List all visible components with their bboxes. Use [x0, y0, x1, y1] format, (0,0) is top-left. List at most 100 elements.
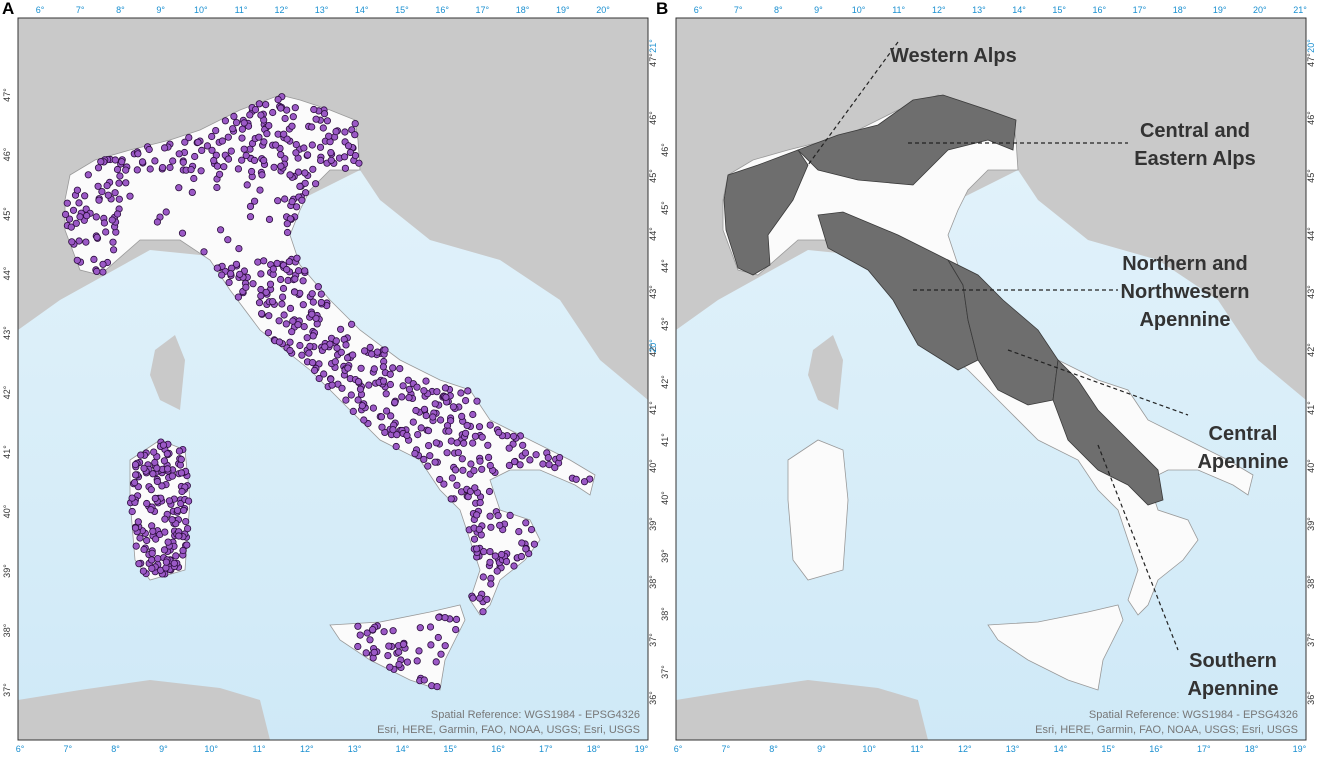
observation-point: [148, 564, 156, 573]
region-label: Central and Eastern Alps: [1134, 120, 1256, 170]
corner-label: 20°: [1306, 39, 1316, 53]
observation-point: [291, 275, 299, 283]
corsica: [808, 335, 843, 410]
observation-point: [190, 174, 198, 183]
observation-point: [65, 215, 74, 223]
observation-point: [414, 430, 422, 439]
observation-point: [338, 384, 346, 392]
observation-point: [393, 431, 401, 439]
observation-point: [382, 390, 390, 398]
lat-label-left: 42°: [2, 385, 12, 399]
lon-label-top: 16°: [435, 5, 449, 15]
observation-point: [332, 128, 340, 136]
lon-label-top: 9°: [814, 5, 823, 15]
observation-point: [341, 164, 349, 172]
observation-point: [341, 128, 349, 136]
lat-label-left: 39°: [660, 549, 670, 563]
observation-point: [475, 525, 483, 534]
lat-label-right: 37°: [1306, 633, 1316, 647]
observation-point: [67, 223, 75, 231]
lat-label-right: 47°: [648, 53, 658, 67]
observation-point: [420, 455, 428, 463]
observation-point: [285, 258, 293, 266]
observation-point: [309, 332, 317, 340]
lat-label-right: 39°: [1306, 517, 1316, 531]
observation-point: [263, 130, 271, 138]
observation-point: [293, 254, 301, 262]
observation-point: [240, 119, 248, 127]
land-north: [18, 18, 648, 400]
observation-point: [494, 511, 502, 520]
lon-label-top: 17°: [476, 5, 490, 15]
observation-point: [273, 259, 281, 267]
credit: Esri, HERE, Garmin, FAO, NOAA, USGS; Esr…: [1035, 724, 1298, 736]
lat-label-left: 42°: [660, 375, 670, 389]
observation-point: [134, 150, 142, 158]
observation-point: [169, 157, 177, 165]
observation-point: [516, 461, 524, 469]
observation-point: [280, 311, 288, 319]
observation-point: [292, 203, 301, 211]
lat-label-right: 38°: [1306, 575, 1316, 589]
observation-point: [308, 358, 317, 367]
observation-point: [506, 511, 514, 520]
observation-point: [415, 647, 423, 655]
leader-line: [807, 41, 899, 166]
observation-point: [143, 499, 151, 508]
observation-point: [422, 411, 430, 420]
lon-label-top: 15°: [1052, 5, 1066, 15]
observation-point: [178, 487, 186, 496]
observation-point: [491, 552, 499, 560]
observation-point: [478, 433, 486, 441]
observation-point: [349, 407, 357, 415]
observation-point: [472, 545, 481, 553]
observation-point: [175, 184, 183, 192]
observation-point: [354, 377, 363, 386]
observation-point: [179, 546, 187, 555]
observation-point: [257, 111, 265, 119]
observation-point: [154, 554, 162, 563]
observation-point: [266, 280, 275, 288]
observation-point: [265, 122, 273, 130]
observation-point: [118, 158, 126, 166]
observation-point: [73, 256, 81, 264]
observation-point: [470, 535, 479, 543]
observation-point: [238, 134, 246, 142]
lon-label-bottom: 18°: [1245, 744, 1259, 754]
observation-point: [234, 293, 242, 301]
observation-point: [140, 464, 148, 472]
observation-point: [351, 120, 359, 128]
observation-point: [467, 460, 475, 468]
lon-label-top: 8°: [774, 5, 783, 15]
observation-point: [246, 202, 255, 210]
observation-point: [183, 541, 191, 549]
observation-point: [436, 416, 445, 424]
observation-point: [163, 450, 171, 458]
observation-point: [413, 383, 421, 391]
observation-point: [370, 648, 378, 657]
observation-point: [431, 458, 439, 466]
observation-point: [346, 148, 354, 157]
observation-point: [208, 146, 216, 154]
observation-point: [413, 657, 421, 665]
observation-point: [368, 625, 377, 634]
observation-point: [175, 150, 183, 158]
lon-label-top: 13°: [315, 5, 329, 15]
observation-point: [246, 111, 254, 119]
observation-point: [344, 142, 353, 150]
observation-point: [213, 264, 221, 272]
observation-point: [458, 412, 466, 420]
observation-point: [314, 283, 322, 291]
observation-point: [170, 559, 178, 567]
observation-point: [301, 179, 309, 187]
observation-point: [99, 268, 107, 276]
observation-point: [243, 181, 251, 189]
observation-point: [527, 525, 536, 534]
observation-point: [94, 182, 102, 190]
observation-point: [469, 410, 477, 419]
observation-point: [308, 310, 316, 318]
observation-point: [229, 125, 237, 133]
observation-point: [333, 344, 341, 352]
lon-label-top: 21°: [1293, 5, 1307, 15]
observation-point: [399, 382, 407, 390]
